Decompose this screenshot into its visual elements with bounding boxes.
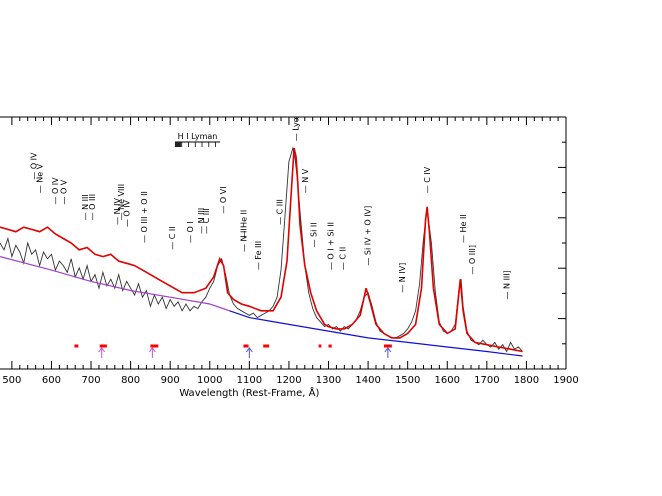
emission-line-label: — O VI bbox=[219, 186, 228, 213]
emission-line-label: — O III bbox=[88, 194, 97, 220]
arrow-marker bbox=[384, 347, 392, 358]
emission-line-label: — O I + Si II bbox=[326, 222, 335, 270]
emission-line-label: — O IV bbox=[51, 177, 60, 205]
series-layer bbox=[0, 146, 523, 357]
x-tick-label: 1700 bbox=[474, 375, 499, 386]
emission-line-label: — N V bbox=[301, 168, 310, 193]
emission-line-label: — O I bbox=[186, 221, 195, 243]
lyman-edge-block bbox=[174, 142, 181, 147]
emission-line-label: — He II bbox=[459, 214, 468, 243]
arrow-marker bbox=[148, 347, 156, 358]
arrow-marker bbox=[245, 347, 253, 358]
emission-line-label: — C II bbox=[168, 226, 177, 249]
x-tick-label: 1500 bbox=[395, 375, 420, 386]
emission-line-label: — C III bbox=[275, 199, 284, 225]
emission-line-label: — C IV bbox=[423, 166, 432, 193]
x-axis-title: Wavelength (Rest-Frame, Å) bbox=[179, 386, 319, 399]
emission-line-label: — Ne V bbox=[36, 163, 45, 193]
x-tick-label: 500 bbox=[2, 375, 21, 386]
line-labels: — O IV— Ne V — O IV — O V— N III— O III — N… bbox=[30, 117, 512, 299]
emission-line-label: — O III + O II bbox=[140, 191, 149, 243]
emission-line-label: — O IV bbox=[123, 199, 132, 227]
emission-line-label: — N III bbox=[81, 194, 90, 220]
emission-line-label: — O III] bbox=[468, 245, 477, 275]
x-tick-label: 600 bbox=[42, 375, 61, 386]
emission-line-label: — N IV bbox=[113, 197, 122, 224]
axes: 500 600 700 800 900 1000 1100 1200 1300 1400 1500 1… bbox=[0, 116, 579, 386]
emission-line-label: — He II bbox=[239, 210, 248, 239]
x-tick-label: 1200 bbox=[276, 375, 301, 386]
lyman-bar: H I Lyman bbox=[174, 132, 221, 147]
emission-line-label: — C II bbox=[338, 247, 347, 270]
x-tick-label: 1000 bbox=[197, 375, 222, 386]
x-tick-label: 1300 bbox=[316, 375, 341, 386]
model-spectrum-line bbox=[0, 147, 523, 353]
emission-line-label: — Lyα bbox=[291, 117, 300, 141]
x-tick-label: 1900 bbox=[553, 375, 578, 386]
x-tick-label: 800 bbox=[121, 375, 140, 386]
emission-line-label: — N III bbox=[197, 208, 206, 234]
continuum-line-near bbox=[229, 310, 523, 357]
x-tick-label: 900 bbox=[161, 375, 180, 386]
emission-line-label: — O V bbox=[59, 179, 68, 204]
arrow-markers bbox=[98, 347, 392, 358]
lyman-bar-label: H I Lyman bbox=[178, 132, 218, 141]
x-tick-label: 1400 bbox=[355, 375, 380, 386]
emission-line-label: — Ne VIII bbox=[117, 184, 126, 221]
emission-line-label: — Si II bbox=[309, 222, 318, 247]
emission-line-label: — N II bbox=[239, 228, 248, 252]
x-tick-label: 1600 bbox=[435, 375, 460, 386]
emission-line-label: — C III bbox=[202, 208, 211, 234]
emission-line-label: — N IV] bbox=[398, 263, 407, 293]
emission-line-label: — O IV bbox=[30, 152, 39, 180]
arrow-marker bbox=[98, 347, 106, 358]
x-tick-label: 700 bbox=[81, 375, 100, 386]
emission-line-label: — N III] bbox=[503, 270, 512, 299]
emission-line-label: — Fe III bbox=[254, 241, 263, 270]
x-tick-label: 1800 bbox=[514, 375, 539, 386]
continuum-line-far bbox=[0, 256, 230, 312]
emission-line-label: — Si IV + O IV] bbox=[363, 206, 372, 266]
x-tick-label: 1100 bbox=[237, 375, 262, 386]
